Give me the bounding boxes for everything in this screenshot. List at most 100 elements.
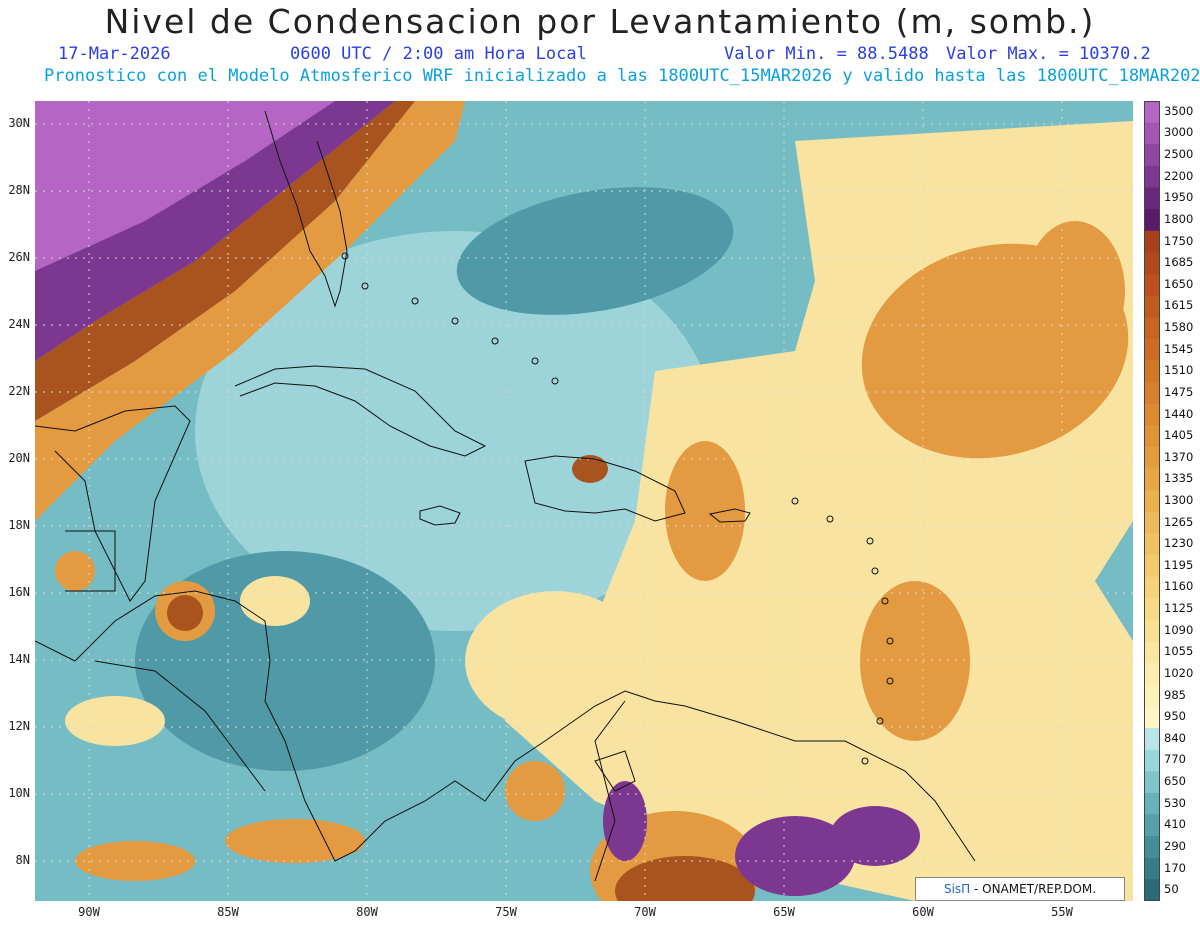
colorbar-segment	[1144, 771, 1160, 794]
lat-tick-label: 16N	[8, 585, 30, 599]
colorbar	[1144, 101, 1160, 901]
colorbar-tick-label: 1125	[1164, 601, 1194, 616]
colorbar-segment	[1144, 468, 1160, 491]
florida-coastline	[264, 110, 348, 308]
max-value: Valor Max. = 10370.2	[946, 44, 1151, 64]
colorbar-segment	[1144, 122, 1160, 145]
colorbar-tick-label: 3500	[1164, 103, 1194, 118]
dry-air-region	[240, 576, 310, 626]
colorbar-segment	[1144, 511, 1160, 534]
lon-tick-label: 60W	[912, 905, 934, 919]
colorbar-frame	[1144, 101, 1160, 901]
colorbar-segment	[1144, 641, 1160, 664]
leeward-islands	[826, 515, 834, 523]
high-lcl-patch	[75, 841, 195, 881]
high-lcl-patch	[1025, 221, 1125, 361]
colorbar-segment	[1144, 555, 1160, 578]
frontal-orange-band	[35, 101, 465, 521]
lon-tick-label: 75W	[495, 905, 517, 919]
colorbar-tick-label: 650	[1164, 774, 1186, 789]
colorbar-segment	[1144, 857, 1160, 880]
colorbar-segment	[1144, 403, 1160, 426]
windward-islands	[861, 757, 869, 765]
high-lcl-patch	[860, 581, 970, 741]
colorbar-segment	[1144, 576, 1160, 599]
high-lcl-patch	[505, 761, 565, 821]
colorbar-segment	[1144, 663, 1160, 686]
colorbar-tick-label: 50	[1164, 882, 1179, 897]
colorbar-tick-label: 1615	[1164, 298, 1194, 313]
colorbar-segment	[1144, 187, 1160, 210]
colorbar-tick-label: 1950	[1164, 190, 1194, 205]
map-panel	[35, 101, 1133, 901]
lat-tick-label: 20N	[8, 451, 30, 465]
lat-tick-label: 14N	[8, 652, 30, 666]
colorbar-tick-label: 1510	[1164, 363, 1194, 378]
windward-islands	[876, 717, 884, 725]
lon-tick-label: 80W	[356, 905, 378, 919]
turks-caicos-islands	[551, 377, 559, 385]
colorbar-tick-label: 1650	[1164, 276, 1194, 291]
leeward-islands	[791, 497, 799, 505]
colorbar-tick-label: 1685	[1164, 255, 1194, 270]
colorbar-segment	[1144, 144, 1160, 167]
colorbar-segment	[1144, 836, 1160, 859]
dry-air-region	[65, 696, 165, 746]
colorbar-segment	[1144, 879, 1160, 901]
lon-tick-label: 65W	[773, 905, 795, 919]
lon-tick-label: 85W	[217, 905, 239, 919]
extreme-lcl-patch	[735, 816, 855, 896]
lake-maracaibo-coastline	[594, 750, 636, 792]
sispi-logo: SisΠ	[943, 882, 971, 896]
colorbar-tick-label: 1090	[1164, 622, 1194, 637]
central-america-inner-border	[94, 660, 266, 792]
colorbar-tick-label: 950	[1164, 709, 1186, 724]
colorbar-tick-label: 1475	[1164, 384, 1194, 399]
colorbar-tick-label: 1800	[1164, 211, 1194, 226]
colorbar-tick-label: 1440	[1164, 406, 1194, 421]
colorbar-segment	[1144, 706, 1160, 729]
colorbar-segment	[1144, 425, 1160, 448]
colorbar-segment	[1144, 101, 1160, 124]
extreme-lcl-patch	[830, 806, 920, 866]
model-info: Pronostico con el Modelo Atmosferico WRF…	[44, 66, 1200, 86]
colorbar-segment	[1144, 446, 1160, 470]
lat-tick-label: 8N	[15, 853, 30, 867]
colorbar-tick-label: 1055	[1164, 644, 1194, 659]
colorbar-tick-label: 985	[1164, 687, 1186, 702]
lat-tick-label: 18N	[8, 518, 30, 532]
lon-tick-label: 55W	[1051, 905, 1073, 919]
top-lcl-purple-region	[35, 101, 335, 271]
colorbar-tick-label: 1405	[1164, 428, 1194, 443]
colorbar-segment	[1144, 273, 1160, 297]
lcl-field-map	[35, 101, 1133, 901]
colorbar-segment	[1144, 619, 1160, 643]
lat-tick-label: 22N	[8, 384, 30, 398]
puerto-rico-coastline	[708, 508, 751, 523]
colorbar-tick-label: 1265	[1164, 514, 1194, 529]
chart-title: Nivel de Condensacion por Levantamiento …	[104, 2, 1096, 41]
colorbar-tick-label: 840	[1164, 730, 1186, 745]
colorbar-tick-label: 1230	[1164, 536, 1194, 551]
extreme-lcl-patch	[603, 781, 647, 861]
colorbar-tick-label: 1300	[1164, 493, 1194, 507]
colorbar-segment	[1144, 338, 1160, 361]
colorbar-segment	[1144, 490, 1160, 513]
colorbar-segment	[1144, 165, 1160, 188]
credit-box: SisΠ - ONAMET/REP.DOM.	[915, 877, 1125, 901]
colorbar-segment	[1144, 295, 1160, 318]
min-value: Valor Min. = 88.5488	[724, 44, 929, 64]
colorbar-segment	[1144, 230, 1160, 253]
central-south-america-coastline	[35, 590, 976, 862]
bahamas-islands	[531, 357, 539, 365]
leeward-islands	[866, 537, 874, 545]
colorbar-segment	[1144, 209, 1160, 232]
colorbar-segment	[1144, 598, 1160, 621]
venezuela-colombia-border	[594, 700, 626, 882]
colorbar-tick-label: 1580	[1164, 320, 1194, 335]
colorbar-segment	[1144, 684, 1160, 707]
colorbar-tick-label: 1370	[1164, 449, 1194, 464]
lat-tick-label: 24N	[8, 317, 30, 331]
shaded-field-layer	[35, 101, 1133, 901]
very-high-lcl-patch	[615, 856, 755, 901]
